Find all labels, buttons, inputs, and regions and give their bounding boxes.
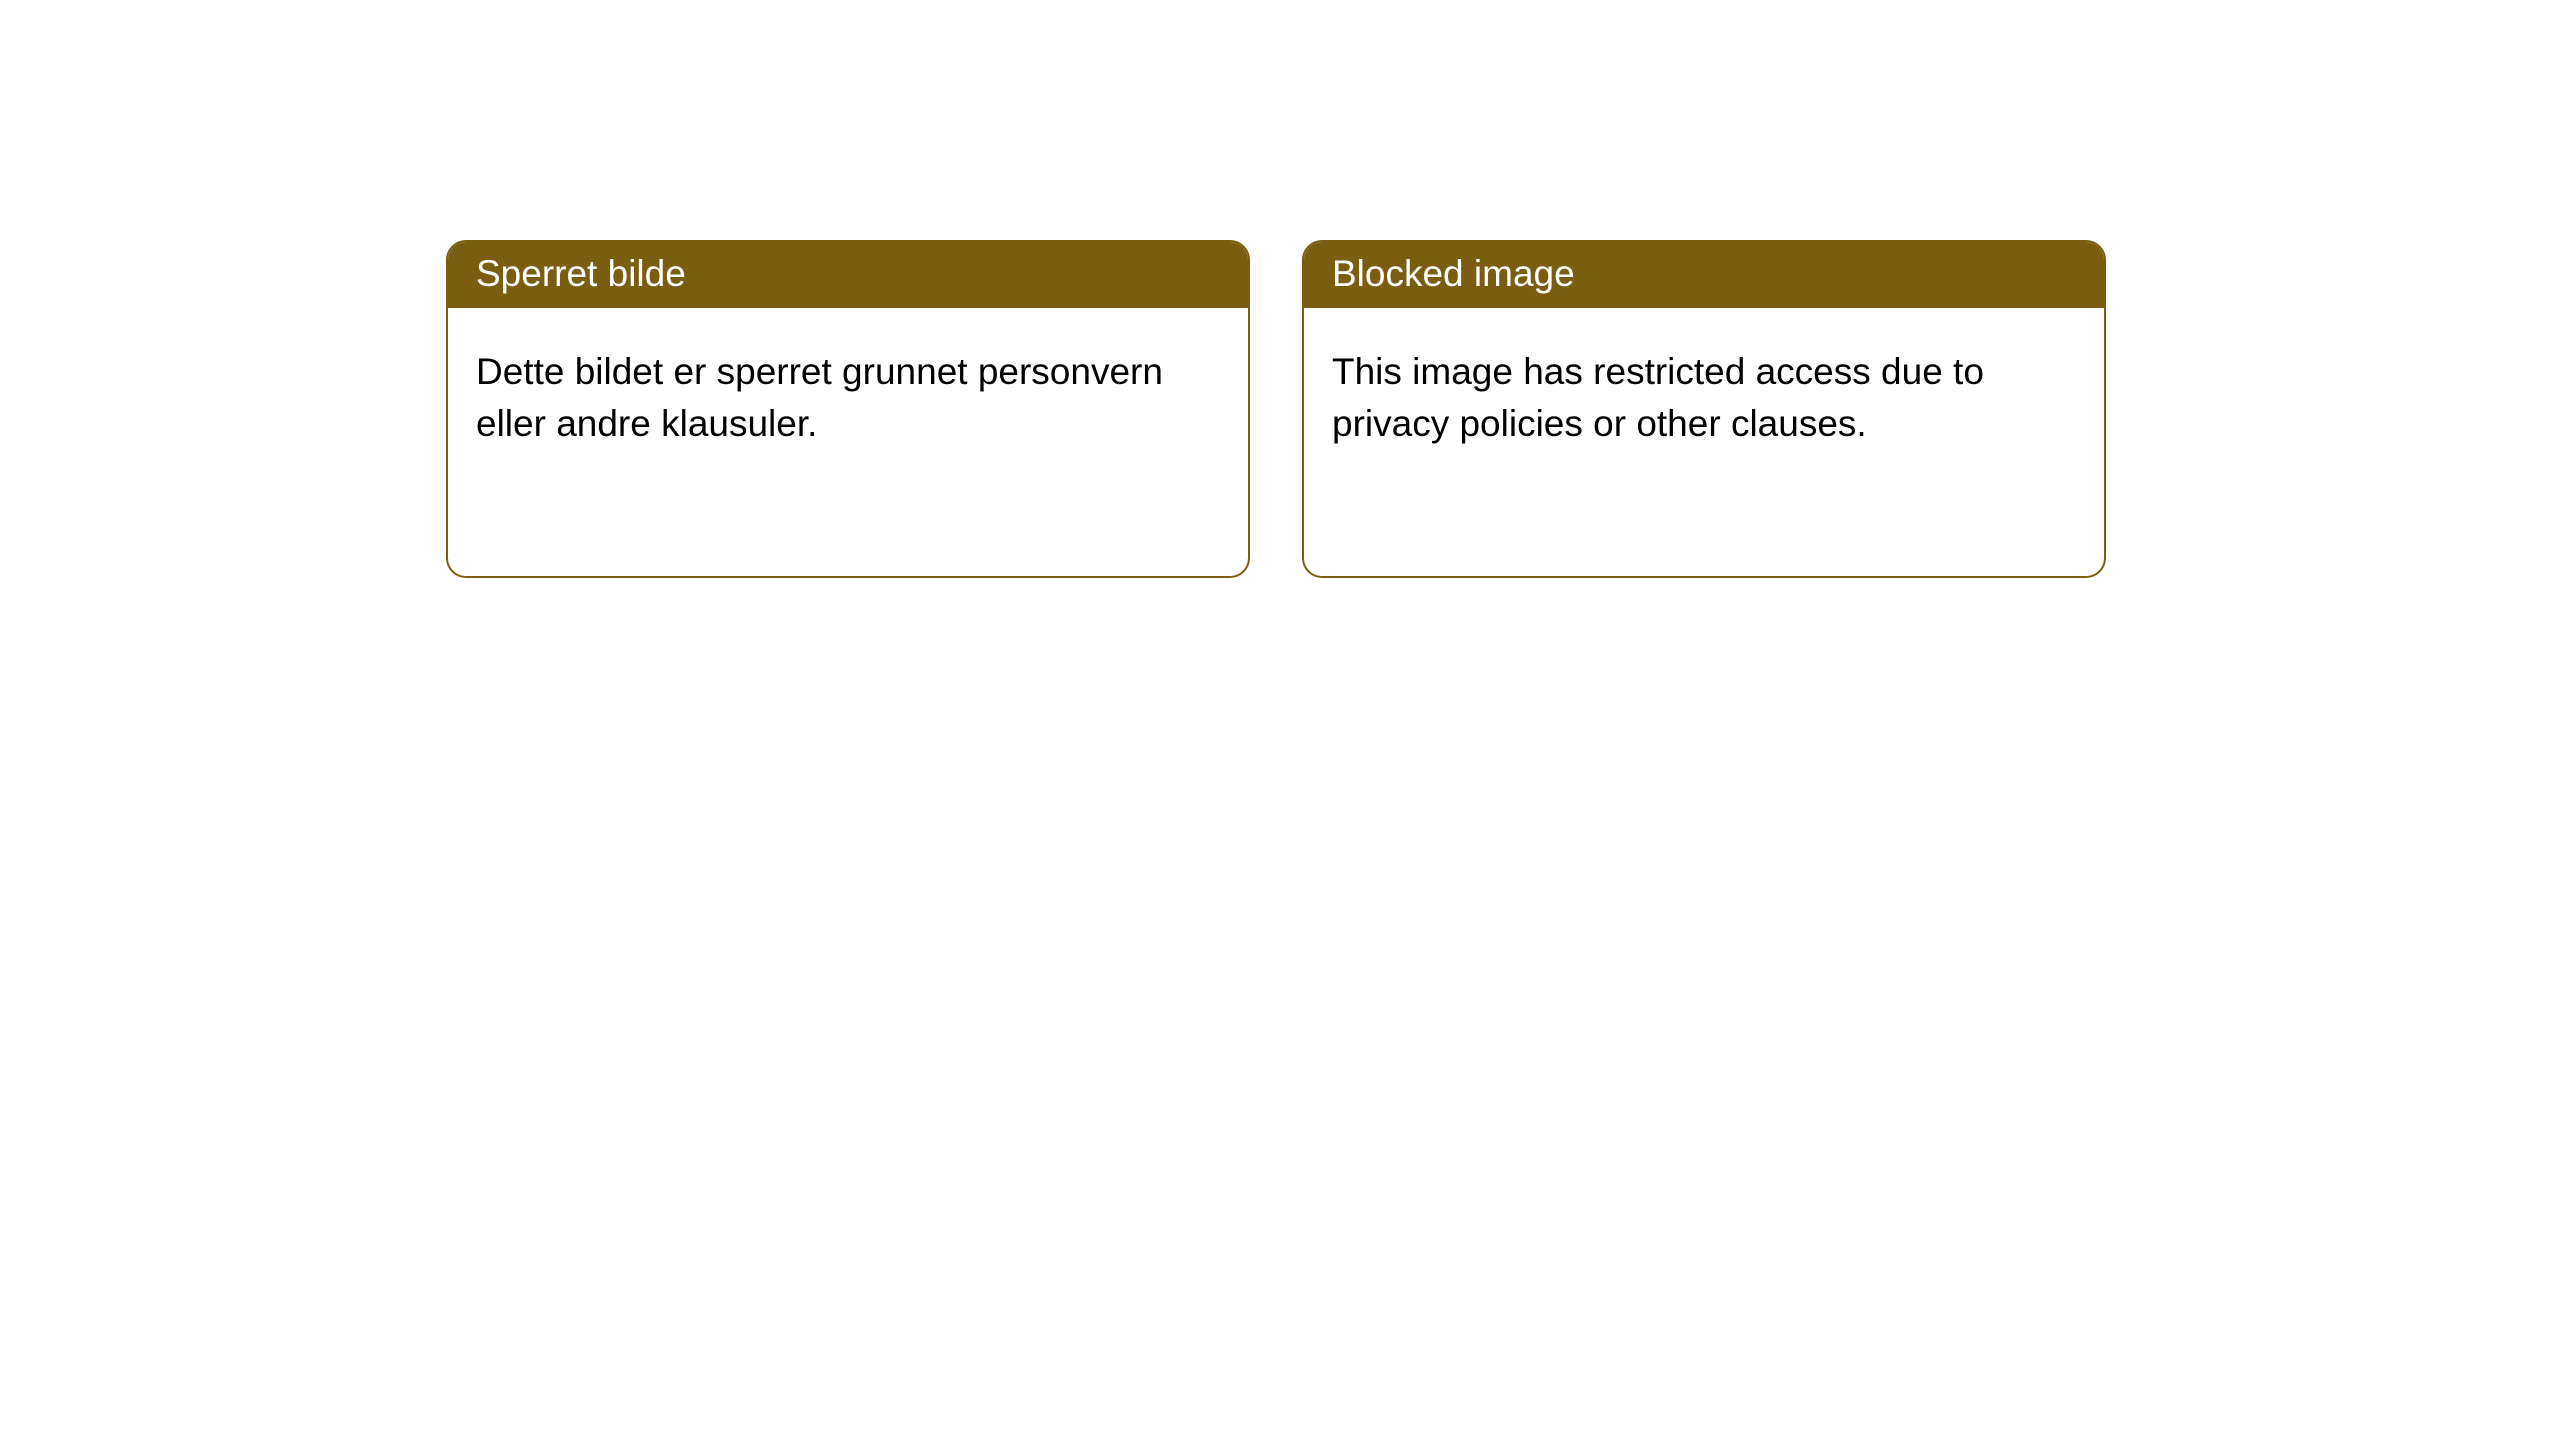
card-header: Sperret bilde xyxy=(448,242,1248,308)
cards-container: Sperret bilde Dette bildet er sperret gr… xyxy=(0,0,2560,578)
card-title: Sperret bilde xyxy=(476,253,686,294)
card-header: Blocked image xyxy=(1304,242,2104,308)
card-body-text: Dette bildet er sperret grunnet personve… xyxy=(476,351,1163,444)
card-body-text: This image has restricted access due to … xyxy=(1332,351,1984,444)
blocked-image-card-english: Blocked image This image has restricted … xyxy=(1302,240,2106,578)
blocked-image-card-norwegian: Sperret bilde Dette bildet er sperret gr… xyxy=(446,240,1250,578)
card-body: Dette bildet er sperret grunnet personve… xyxy=(448,308,1248,488)
card-title: Blocked image xyxy=(1332,253,1575,294)
card-body: This image has restricted access due to … xyxy=(1304,308,2104,488)
